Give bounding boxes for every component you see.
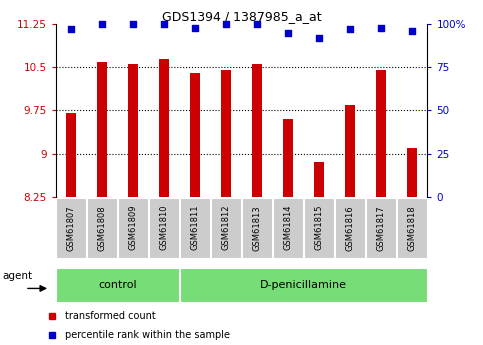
Point [346, 27, 354, 32]
Bar [252, 65, 262, 197]
Text: GSM61812: GSM61812 [222, 205, 230, 250]
Text: GSM61807: GSM61807 [67, 205, 75, 250]
Text: GSM61810: GSM61810 [159, 205, 169, 250]
Point [377, 25, 385, 30]
Text: GSM61809: GSM61809 [128, 205, 138, 250]
Text: GSM61811: GSM61811 [190, 205, 199, 250]
Bar [118, 198, 148, 257]
Text: control: control [98, 280, 137, 289]
Bar [304, 198, 334, 257]
Bar [56, 268, 179, 302]
Bar [366, 198, 396, 257]
Text: GSM61813: GSM61813 [253, 205, 261, 250]
Bar [66, 113, 76, 197]
Bar [376, 70, 386, 197]
Point [222, 21, 230, 27]
Title: GDS1394 / 1387985_a_at: GDS1394 / 1387985_a_at [162, 10, 321, 23]
Text: GSM61816: GSM61816 [345, 205, 355, 250]
Bar [180, 268, 427, 302]
Point [253, 21, 261, 27]
Bar [158, 59, 170, 197]
Bar [283, 119, 293, 197]
Bar [87, 198, 117, 257]
Bar [397, 198, 427, 257]
Bar [149, 198, 179, 257]
Text: GSM61818: GSM61818 [408, 205, 416, 250]
Bar [273, 198, 303, 257]
Text: GSM61815: GSM61815 [314, 205, 324, 250]
Point [315, 35, 323, 41]
Bar [313, 162, 325, 197]
Text: GSM61817: GSM61817 [376, 205, 385, 250]
Bar [190, 73, 200, 197]
Bar [221, 70, 231, 197]
Text: transformed count: transformed count [65, 311, 156, 321]
Bar [180, 198, 210, 257]
Point [129, 21, 137, 27]
Point [408, 28, 416, 34]
Bar [56, 198, 86, 257]
Bar [128, 65, 139, 197]
Text: GSM61814: GSM61814 [284, 205, 293, 250]
Text: GSM61808: GSM61808 [98, 205, 107, 250]
Point [284, 30, 292, 36]
Point [98, 21, 106, 27]
Text: agent: agent [3, 271, 33, 281]
Bar [344, 105, 355, 197]
Point [191, 25, 199, 30]
Point [160, 21, 168, 27]
Point [67, 27, 75, 32]
Text: percentile rank within the sample: percentile rank within the sample [65, 330, 230, 339]
Bar [211, 198, 241, 257]
Bar [335, 198, 365, 257]
Text: D-penicillamine: D-penicillamine [260, 280, 347, 289]
Bar [97, 61, 107, 197]
Bar [242, 198, 272, 257]
Bar [407, 148, 417, 197]
